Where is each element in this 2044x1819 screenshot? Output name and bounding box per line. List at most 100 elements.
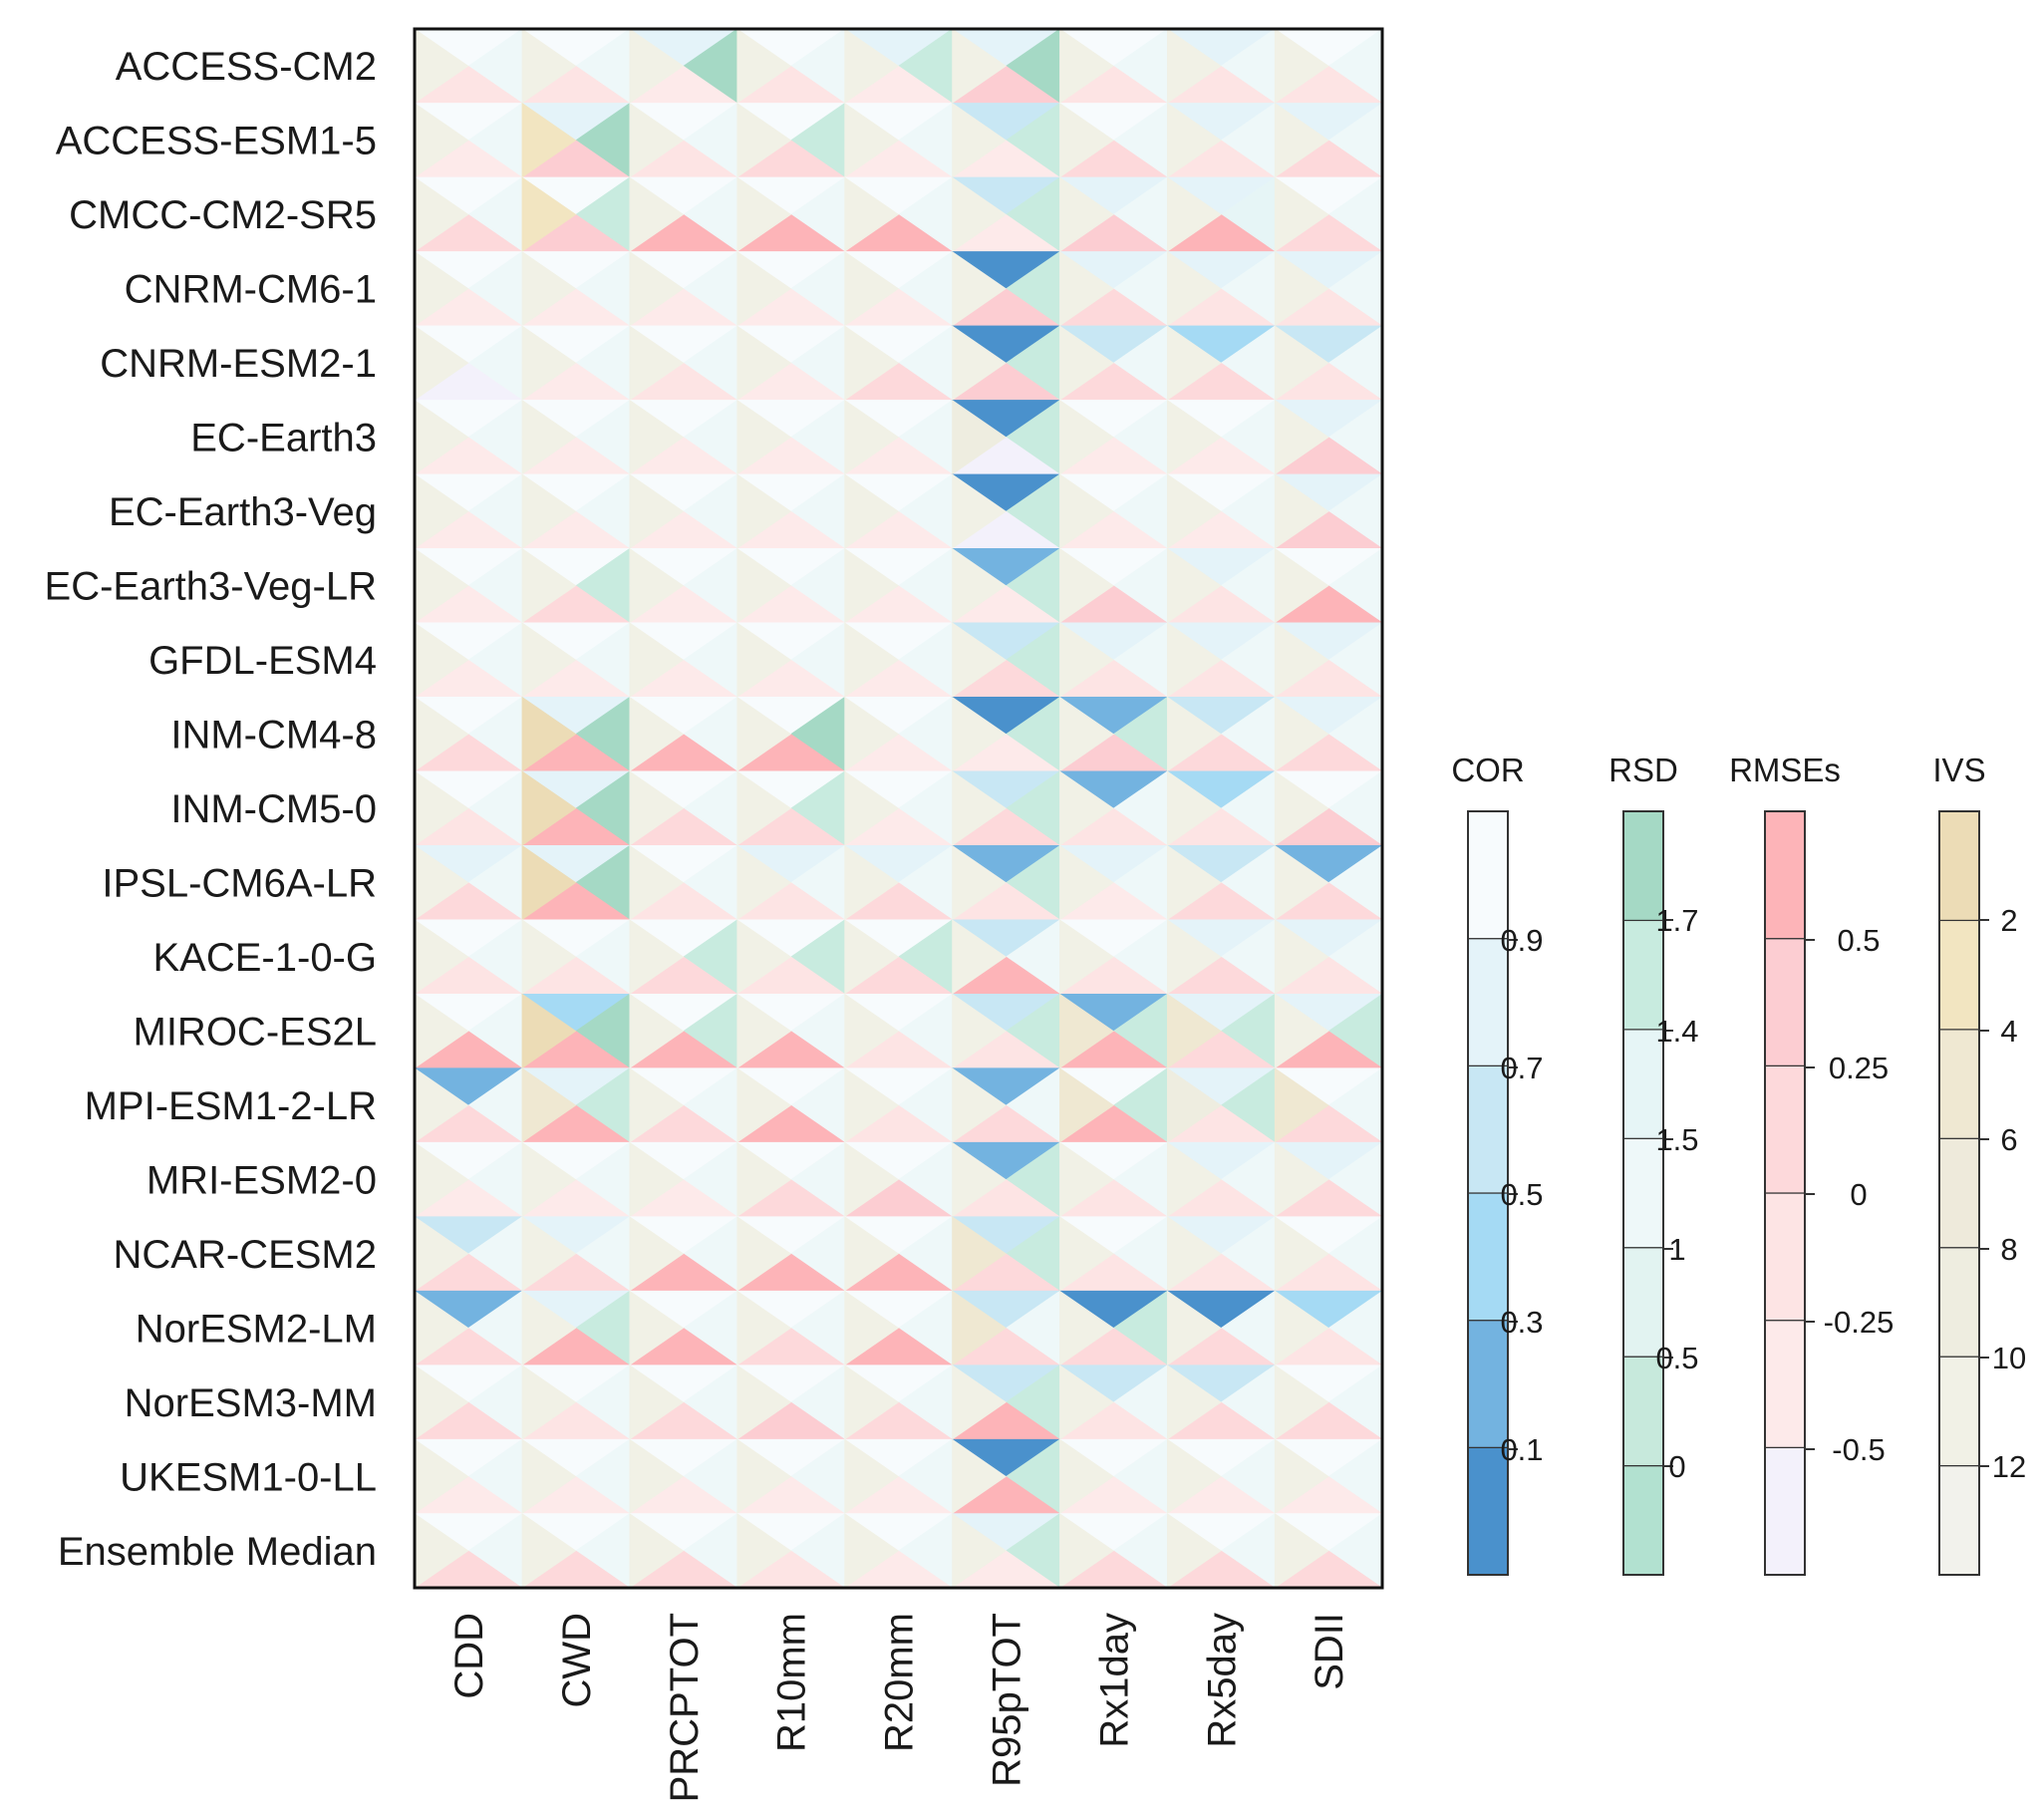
cell-inm-cm5-0-prcptot-ivs-left — [629, 770, 685, 846]
model-label-cmcc-cm2-sr5: CMCC-CM2-SR5 — [69, 193, 377, 237]
cell-noresm2-lm-rx1day-ivs-left — [1059, 1290, 1114, 1366]
cell-ensemble-median-r95ptot-ivs-left — [952, 1513, 1007, 1589]
cell-noresm2-lm-sdii-ivs-left — [1274, 1290, 1329, 1366]
model-label-gfdl-esm4: GFDL-ESM4 — [148, 639, 377, 683]
cell-ec-earth3-veg-lr-r95ptot-ivs-left — [952, 547, 1007, 624]
cell-ipsl-cm6a-lr-rx5day-ivs-left — [1167, 844, 1222, 921]
cell-cnrm-cm6-1-r10mm-ivs-left — [736, 250, 792, 327]
cell-noresm2-lm-r95ptot-ivs-left — [952, 1290, 1007, 1366]
cell-ncar-cesm2-cwd-ivs-left — [521, 1216, 577, 1292]
cell-inm-cm5-0-sdii-ivs-left — [1274, 770, 1329, 846]
cell-ipsl-cm6a-lr-prcptot-ivs-left — [629, 844, 685, 921]
legend-cor-tick-label-4: 0.1 — [1500, 1432, 1543, 1467]
cell-noresm3-mm-r10mm-ivs-left — [736, 1364, 792, 1440]
cell-cmcc-cm2-sr5-rx1day-ivs-left — [1059, 176, 1114, 253]
cell-ncar-cesm2-sdii-ivs-left — [1274, 1216, 1329, 1292]
cell-inm-cm4-8-r10mm-ivs-left — [736, 696, 792, 772]
cell-noresm3-mm-rx5day-ivs-left — [1167, 1364, 1222, 1440]
legend-rsd: RSD 1.7 1.4 1.5 1 0.5 0 — [1608, 752, 1699, 1576]
model-label-kace-1-0-g: KACE-1-0-G — [153, 936, 378, 980]
legend-cor: COR 0.9 0.7 0.5 0.3 0.1 — [1451, 752, 1544, 1576]
heatmap-cells — [414, 28, 1384, 1589]
cell-access-cm2-sdii-ivs-left — [1274, 28, 1329, 105]
model-label-access-esm1-5: ACCESS-ESM1-5 — [56, 120, 377, 163]
legend-cor-tick-label-1: 0.7 — [1500, 1051, 1543, 1085]
legend-rsd-tick-label-5: 0 — [1668, 1449, 1685, 1484]
legend-rmses-tick-label-3: -0.25 — [1824, 1305, 1895, 1340]
cell-ec-earth3-r95ptot-ivs-left — [952, 399, 1007, 475]
cell-kace-1-0-g-sdii-ivs-left — [1274, 919, 1329, 995]
cell-access-cm2-rx1day-ivs-left — [1059, 28, 1114, 105]
model-label-ec-earth3: EC-Earth3 — [190, 417, 377, 460]
legend-rsd-swatch-4 — [1622, 1029, 1664, 1139]
cell-ipsl-cm6a-lr-r10mm-ivs-left — [736, 844, 792, 921]
cell-cmcc-cm2-sr5-prcptot-ivs-left — [629, 176, 685, 253]
cell-noresm2-lm-r10mm-ivs-left — [736, 1290, 792, 1366]
cell-ec-earth3-rx5day-ivs-left — [1167, 399, 1222, 475]
index-label-rx5day: Rx5day — [1200, 1613, 1244, 1748]
legend-rsd-tick-label-3: 1 — [1668, 1232, 1685, 1267]
cell-inm-cm5-0-r20mm-ivs-left — [844, 770, 900, 846]
legend-rmses-tick-label-1: 0.25 — [1829, 1051, 1889, 1085]
legend-cor-swatch-4 — [1467, 938, 1509, 1066]
legends: COR0.90.70.50.30.1RSD1.71.41.510.50RMSEs… — [1451, 752, 2026, 1576]
cell-ec-earth3-cwd-ivs-left — [521, 399, 577, 475]
cell-ec-earth3-rx1day-ivs-left — [1059, 399, 1114, 475]
cell-miroc-es2l-r20mm-ivs-left — [844, 993, 900, 1069]
index-label-cdd: CDD — [447, 1613, 491, 1699]
cell-kace-1-0-g-prcptot-ivs-left — [629, 919, 685, 995]
legend-ivs-swatch-0 — [1938, 1464, 1980, 1576]
cell-ipsl-cm6a-lr-cwd-ivs-left — [521, 844, 577, 921]
cell-mri-esm2-0-prcptot-ivs-left — [629, 1141, 685, 1218]
legend-cor-swatch-3 — [1467, 1064, 1509, 1194]
legend-rmses-swatch-0 — [1764, 1446, 1806, 1576]
cell-cnrm-esm2-1-rx5day-ivs-left — [1167, 325, 1222, 401]
cell-gfdl-esm4-rx5day-ivs-left — [1167, 622, 1222, 698]
model-label-mri-esm2-0: MRI-ESM2-0 — [146, 1158, 377, 1202]
cell-ukesm1-0-ll-sdii-ivs-left — [1274, 1438, 1329, 1515]
cell-ec-earth3-veg-lr-r10mm-ivs-left — [736, 547, 792, 624]
legend-rsd-swatch-0 — [1622, 1464, 1664, 1576]
model-label-ensemble-median: Ensemble Median — [58, 1530, 377, 1574]
model-label-ipsl-cm6a-lr: IPSL-CM6A-LR — [102, 862, 377, 906]
cell-inm-cm4-8-r20mm-ivs-left — [844, 696, 900, 772]
cell-ukesm1-0-ll-rx5day-ivs-left — [1167, 1438, 1222, 1515]
legend-ivs-swatch-5 — [1938, 919, 1980, 1031]
cell-ncar-cesm2-rx1day-ivs-left — [1059, 1216, 1114, 1292]
cell-noresm3-mm-cwd-ivs-left — [521, 1364, 577, 1440]
index-label-rx1day: Rx1day — [1092, 1613, 1136, 1748]
cell-ec-earth3-veg-lr-sdii-ivs-left — [1274, 547, 1329, 624]
legend-rmses-swatch-2 — [1764, 1192, 1806, 1322]
legend-ivs-title: IVS — [1932, 752, 1985, 788]
legend-ivs-tick-label-2: 6 — [2000, 1122, 2017, 1157]
model-label-access-cm2: ACCESS-CM2 — [116, 45, 377, 89]
cell-ensemble-median-rx5day-ivs-left — [1167, 1513, 1222, 1589]
cell-inm-cm4-8-rx5day-ivs-left — [1167, 696, 1222, 772]
cell-cnrm-cm6-1-prcptot-ivs-left — [629, 250, 685, 327]
model-label-miroc-es2l: MIROC-ES2L — [134, 1010, 378, 1054]
index-label-cwd: CWD — [555, 1613, 599, 1708]
cell-miroc-es2l-cwd-ivs-left — [521, 993, 577, 1069]
cell-inm-cm4-8-cwd-ivs-left — [521, 696, 577, 772]
cell-ncar-cesm2-r10mm-ivs-left — [736, 1216, 792, 1292]
legend-rmses-tick-label-4: -0.5 — [1832, 1432, 1885, 1467]
cell-ec-earth3-veg-r20mm-ivs-left — [844, 473, 900, 549]
cell-noresm3-mm-sdii-ivs-left — [1274, 1364, 1329, 1440]
legend-cor-tick-label-2: 0.5 — [1500, 1177, 1543, 1212]
cell-noresm3-mm-r20mm-ivs-left — [844, 1364, 900, 1440]
cell-inm-cm4-8-sdii-ivs-left — [1274, 696, 1329, 772]
cell-miroc-es2l-rx5day-ivs-left — [1167, 993, 1222, 1069]
cell-mri-esm2-0-rx1day-ivs-left — [1059, 1141, 1114, 1218]
legend-ivs-tick-label-0: 2 — [2000, 903, 2017, 938]
cell-inm-cm5-0-rx5day-ivs-left — [1167, 770, 1222, 846]
cell-noresm3-mm-r95ptot-ivs-left — [952, 1364, 1007, 1440]
cell-noresm2-lm-prcptot-ivs-left — [629, 1290, 685, 1366]
cell-gfdl-esm4-r20mm-ivs-left — [844, 622, 900, 698]
model-label-inm-cm5-0: INM-CM5-0 — [170, 787, 377, 831]
legend-cor-title: COR — [1451, 752, 1524, 788]
cell-kace-1-0-g-r95ptot-ivs-left — [952, 919, 1007, 995]
cell-cmcc-cm2-sr5-sdii-ivs-left — [1274, 176, 1329, 253]
cell-mpi-esm1-2-lr-r20mm-ivs-left — [844, 1067, 900, 1143]
legend-cor-swatch-2 — [1467, 1192, 1509, 1322]
legend-cor-swatch-1 — [1467, 1320, 1509, 1448]
